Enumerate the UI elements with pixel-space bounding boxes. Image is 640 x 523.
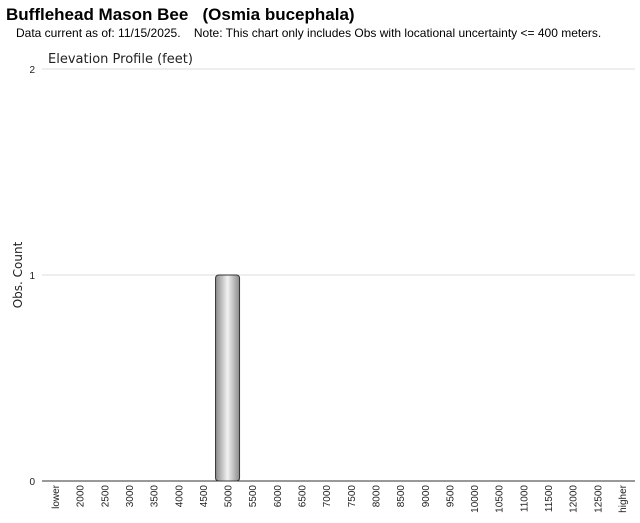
y-tick-label: 1: [29, 271, 35, 282]
y-tick-label: 0: [29, 477, 35, 488]
x-tick-label: 4000: [174, 485, 185, 508]
x-tick-label: 5000: [224, 485, 235, 508]
x-tick-label: 12500: [593, 485, 604, 513]
x-tick-label: 3000: [125, 485, 136, 508]
page-subtitle: Data current as of: 11/15/2025. Note: Th…: [16, 26, 602, 40]
x-tick-label: 2500: [100, 485, 111, 508]
y-ticks: 0 1 2: [29, 65, 35, 488]
x-tick-label: 7000: [322, 485, 333, 508]
x-tick-label: 6500: [298, 485, 309, 508]
x-tick-label: 11500: [544, 485, 555, 513]
y-tick-label: 2: [29, 65, 35, 76]
x-tick-label: 11000: [519, 485, 530, 513]
x-tick-label: 7500: [347, 485, 358, 508]
page-title: Bufflehead Mason Bee (Osmia bucephala): [6, 5, 355, 24]
bar-5000: [215, 274, 241, 482]
x-tick-label: 6000: [273, 485, 284, 508]
gridlines: [42, 68, 635, 276]
x-ticks: lower 2000 2500 3000 3500 4000 4500 5000 5500 600…: [51, 484, 629, 512]
x-tick-label: lower: [51, 484, 62, 509]
x-tick-label: 5500: [248, 485, 259, 508]
x-tick-label: 4500: [199, 485, 210, 508]
chart-title: Elevation Profile (feet): [48, 52, 193, 67]
x-tick-label: 8000: [371, 485, 382, 508]
x-tick-label: 9500: [445, 485, 456, 508]
x-tick-label: higher: [618, 484, 629, 512]
x-tick-label: 10000: [470, 485, 481, 513]
x-tick-label: 12000: [569, 485, 580, 513]
x-tick-label: 3500: [150, 485, 161, 508]
x-tick-label: 10500: [495, 485, 506, 513]
x-tick-label: 8500: [396, 485, 407, 508]
bar-series: [215, 274, 241, 482]
x-tick-label: 9000: [421, 485, 432, 508]
x-tick-label: 2000: [76, 485, 87, 508]
y-axis-label: Obs. Count: [11, 241, 25, 308]
